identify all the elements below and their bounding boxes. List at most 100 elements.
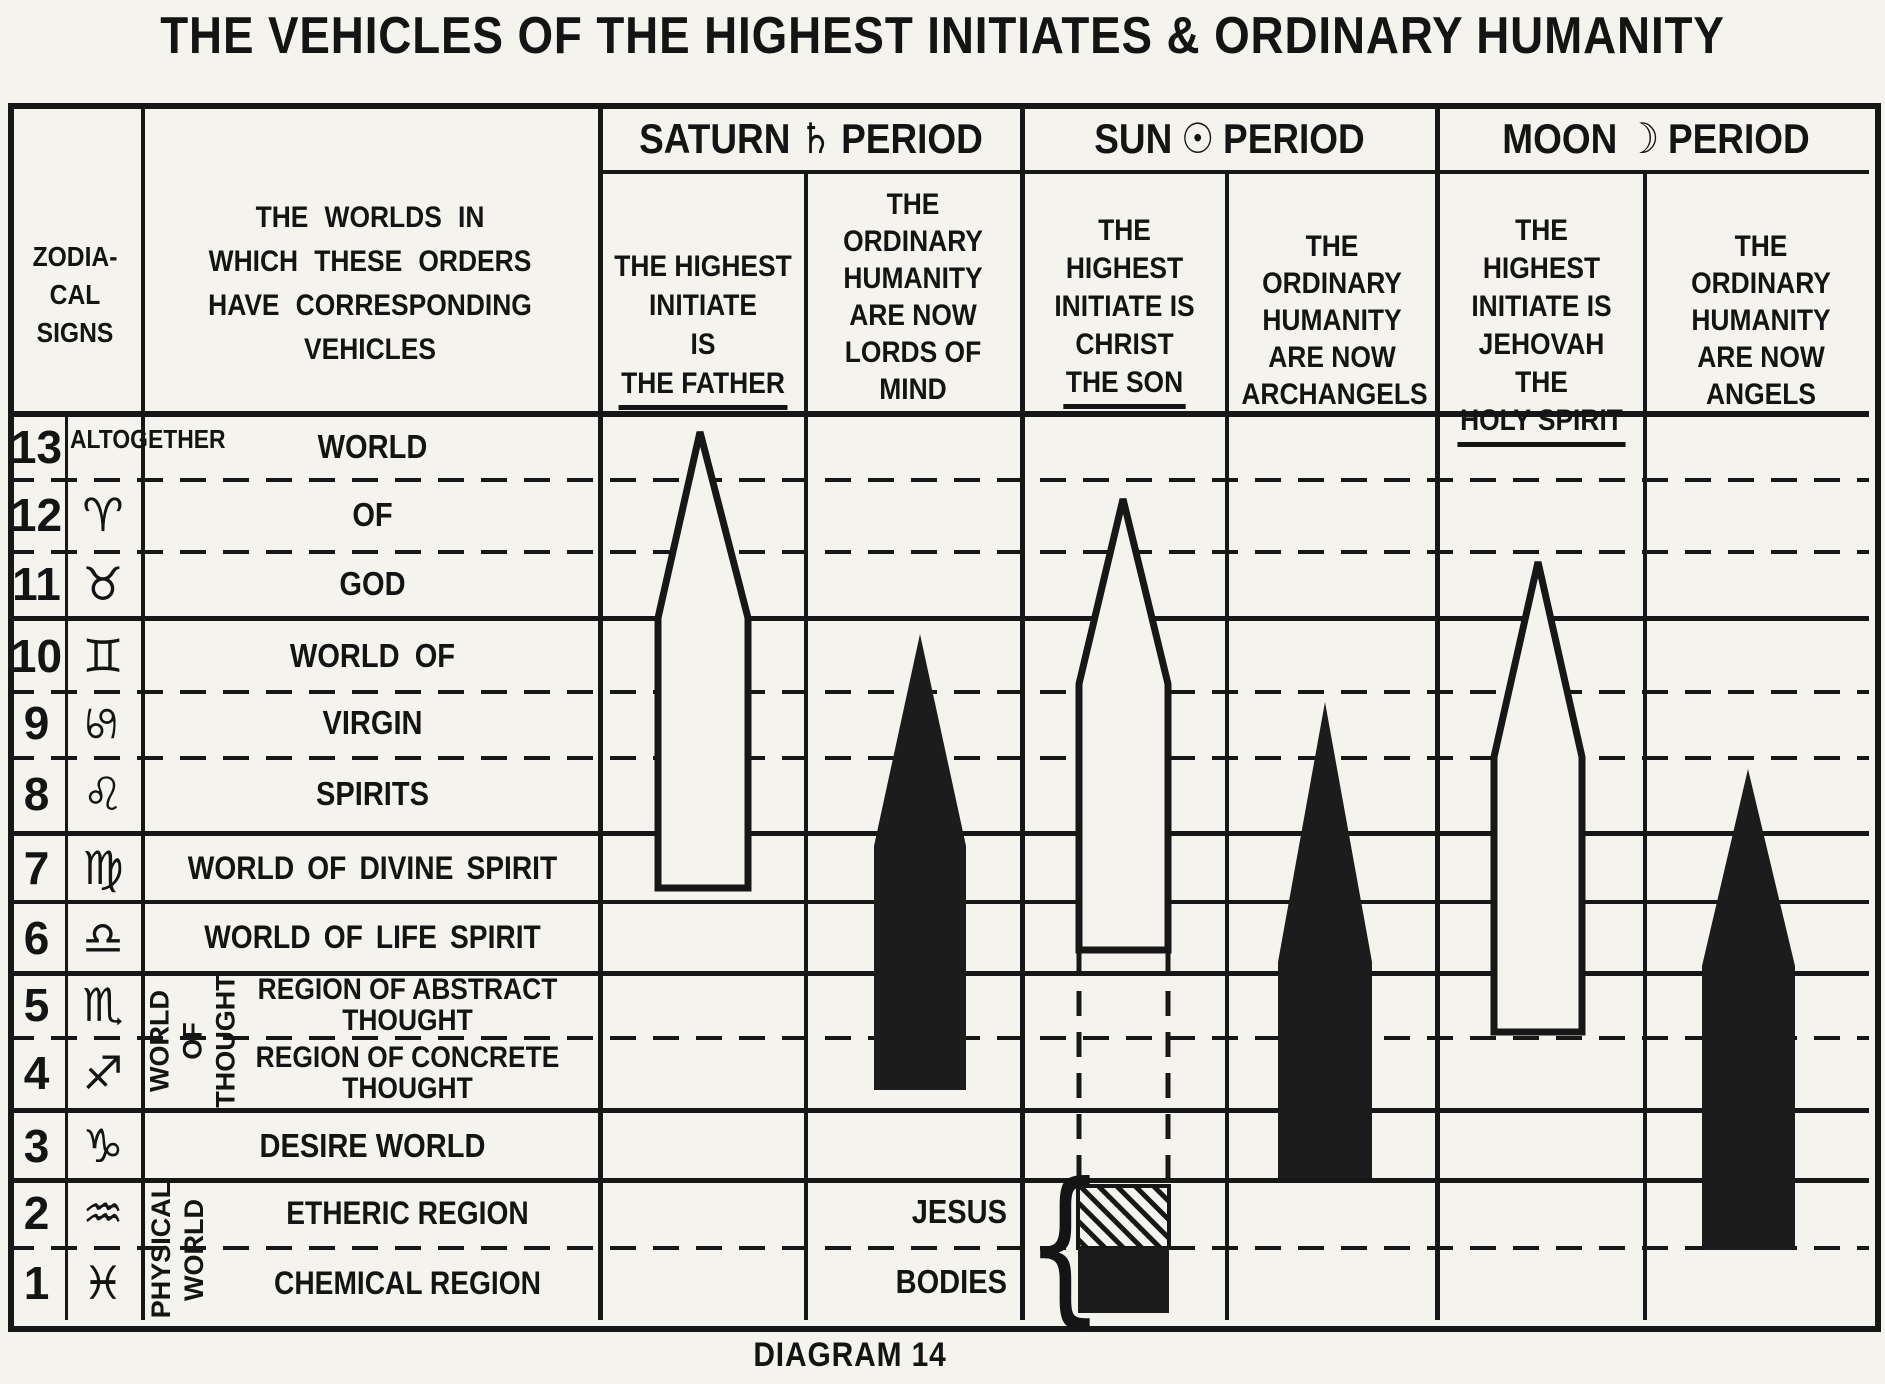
world-of-thought-label: WORLD OF THOUGHT [144, 973, 241, 1110]
row-label: OF [352, 496, 393, 533]
row-number: 12 [10, 489, 63, 541]
page-title: THE VEHICLES OF THE HIGHEST INITIATES & … [160, 7, 1725, 65]
subhead-line: CHRIST [1075, 328, 1174, 361]
row-label: WORLD OF LIFE SPIRIT [204, 919, 541, 955]
subhead-line: ARE NOW [1268, 341, 1396, 374]
subhead-line: INITIATE [648, 289, 758, 322]
sun-initiate-header: THE HIGHEST INITIATE IS CHRIST THE SON [1034, 212, 1214, 409]
row-number: 10 [10, 629, 63, 682]
grid-line-header-bottom [8, 411, 1869, 417]
row-label-line: REGION OF ABSTRACT [257, 972, 558, 1006]
saturn-initiate-header: THE HIGHEST INITIATE IS THE FATHER [612, 247, 793, 410]
row-label: WORLD OF DIVINE SPIRIT [187, 849, 558, 886]
grid-line-row12-bottom [8, 550, 1869, 554]
row-label: REGION OF ABSTRACT THOUGHT [238, 973, 577, 1036]
moon-period-name: MOON [1502, 115, 1618, 162]
row-number: 5 [23, 978, 50, 1031]
subhead-line: ARE NOW [849, 299, 977, 332]
physical-world-label: PHYSICAL WORLD [145, 1180, 211, 1320]
zodiac-capricorn-icon: ♑ [82, 1118, 124, 1173]
subhead-line: MIND [879, 373, 947, 406]
saturn-period-header: SATURN ♄ PERIOD [625, 110, 996, 168]
moon-initiate-vehicle [1490, 561, 1586, 1036]
zodiac-virgo-icon: ♍ [82, 841, 124, 895]
subhead-line: JEHOVAH THE [1478, 328, 1605, 399]
grid-line-row3-bottom [8, 1178, 1869, 1183]
saturn-humanity-vehicle [874, 634, 966, 1090]
saturn-initiate-vehicle [654, 431, 752, 892]
zodiac-sagittarius-icon: ♐ [82, 1046, 124, 1100]
worlds-header-line: THE WORLDS IN [255, 201, 485, 234]
subhead-line: INITIATE IS [1471, 290, 1612, 323]
sun-period-name: SUN [1094, 115, 1173, 162]
grid-line-saturn-divider [804, 170, 808, 1320]
row-number: 2 [23, 1187, 50, 1239]
row-note-altogether: ALTOGETHER [70, 424, 226, 454]
subhead-line: THE [1734, 230, 1788, 263]
subhead-line: HIGHEST [1065, 252, 1184, 285]
zodiac-aquarius-icon: ♒ [82, 1186, 124, 1240]
zodiac-cancer-glyph: ♋ [77, 703, 129, 743]
subhead-line: THE [1098, 214, 1151, 247]
subhead-line: LORDS OF [844, 336, 982, 369]
diagram-caption: DIAGRAM 14 [753, 1336, 947, 1374]
grid-line-row10-bottom [8, 690, 1869, 694]
subhead-line: HUMANITY [1691, 304, 1831, 337]
zodiacal-header-line: ZODIA- [32, 241, 118, 272]
zodiac-cancer-icon: ♋ [65, 690, 141, 756]
world-of-thought-line: THOUGHT [210, 974, 241, 1108]
moon-period-word: PERIOD [1668, 115, 1810, 162]
subhead-line: HUMANITY [843, 262, 983, 295]
zodiac-leo-icon: ♌ [82, 766, 124, 821]
sun-initiate-vehicle [1075, 498, 1172, 954]
physical-world-line: PHYSICAL [146, 1181, 176, 1319]
grid-line-sun-divider [1225, 170, 1229, 1320]
grid-line-worlds-saturn [598, 103, 603, 1320]
worlds-header-line: VEHICLES [303, 333, 437, 366]
subhead-line: THE HIGHEST [614, 250, 792, 283]
subhead-underlined: HOLY SPIRIT [1457, 402, 1626, 447]
moon-humanity-vehicle [1702, 769, 1795, 1250]
grid-line-row11-bottom [8, 616, 1869, 621]
zodiacal-header-line: SIGNS [36, 317, 114, 348]
saturn-icon: ♄ [799, 114, 833, 163]
row-number: 13 [10, 420, 63, 473]
row-label-line: REGION OF CONCRETE [255, 1041, 560, 1074]
sun-period-header: SUN ☉ PERIOD [1047, 110, 1412, 168]
subhead-line: HIGHEST [1482, 252, 1601, 285]
row-number: 11 [12, 558, 61, 610]
physical-world-line: WORLD [179, 1199, 209, 1301]
brace-icon: { [1024, 1146, 1106, 1343]
zodiacal-header: ZODIA- CAL SIGNS [16, 238, 134, 352]
sun-humanity-vehicle [1278, 702, 1372, 1178]
row-number: 3 [23, 1119, 50, 1172]
grid-line-moon-divider [1643, 170, 1647, 1320]
row-number: 9 [23, 697, 50, 749]
grid-line-row2-bottom [8, 1246, 1869, 1250]
zodiac-aries-icon: ♈ [82, 488, 124, 542]
grid-line-period-band-bottom [600, 170, 1869, 174]
subhead-line: ORDINARY [1691, 267, 1831, 300]
zodiacal-header-line: CAL [49, 279, 101, 310]
grid-line-row13-bottom [8, 478, 1869, 482]
worlds-header-line: WHICH THESE ORDERS [208, 245, 532, 278]
saturn-period-name: SATURN [639, 115, 791, 162]
row-label: WORLD OF [289, 636, 456, 674]
subhead-line: ORDINARY [843, 225, 983, 258]
row-label: CHEMICAL REGION [273, 1264, 541, 1301]
saturn-period-word: PERIOD [841, 115, 983, 162]
subhead-line: IS [690, 328, 716, 361]
row-label: WORLD [317, 427, 428, 465]
worlds-header-line: HAVE CORRESPONDING [208, 289, 532, 322]
row-number: 6 [23, 911, 50, 964]
subhead-line: THE FATHER [612, 364, 793, 410]
grid-line-saturn-sun [1020, 103, 1025, 1320]
subhead-line: ORDINARY [1262, 267, 1402, 300]
subhead-line: THE [886, 188, 940, 221]
moon-period-header: MOON ☽ PERIOD [1463, 110, 1848, 168]
grid-line-sign-worlds [141, 103, 145, 1320]
row-number: 7 [23, 842, 50, 894]
subhead-line: INITIATE IS [1054, 290, 1195, 323]
